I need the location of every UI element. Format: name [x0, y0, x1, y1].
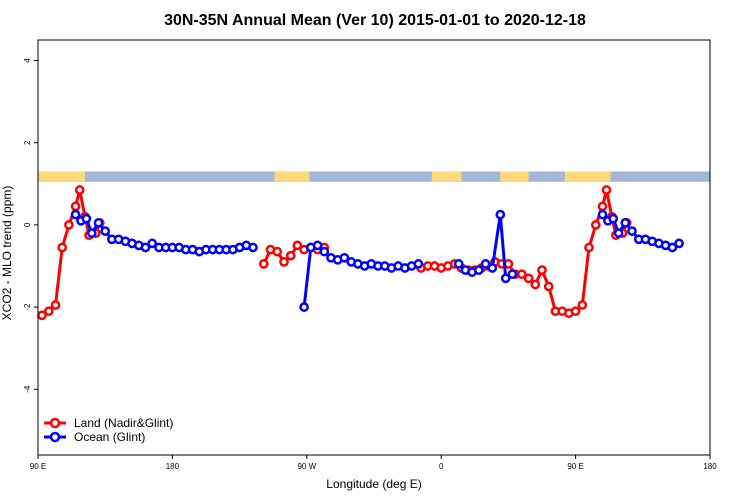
legend-label-ocean: Ocean (Glint)	[74, 430, 145, 444]
land-band-4	[564, 171, 611, 182]
point-land-14	[279, 257, 289, 267]
land-band-1	[274, 171, 310, 182]
point-ocean-66	[667, 242, 678, 253]
point-land-48	[597, 201, 608, 212]
chart-title: 30N-35N Annual Mean (Ver 10) 2015-01-01 …	[164, 12, 586, 29]
point-ocean-45	[413, 259, 424, 269]
point-ocean-31	[319, 246, 330, 257]
point-land-3	[57, 242, 68, 253]
point-ocean-27	[248, 242, 258, 253]
point-land-38	[530, 279, 541, 290]
point-ocean-58	[613, 228, 624, 238]
x-tick-label-3: 0	[439, 462, 444, 471]
point-land-15	[285, 250, 296, 261]
y-tick-label-2: 0	[23, 222, 32, 227]
series-layer	[37, 185, 684, 321]
point-land-16	[292, 240, 303, 251]
point-ocean-55	[597, 209, 608, 220]
y-tick-label-1: 2	[23, 140, 32, 145]
point-ocean-60	[627, 226, 637, 236]
point-land-2	[50, 300, 61, 310]
point-ocean-49	[473, 265, 484, 275]
point-ocean-34	[339, 252, 350, 263]
legend-label-land: Land (Nadir&Glint)	[74, 416, 173, 430]
series-ocean	[70, 209, 684, 312]
x-tick-label-5: 180	[703, 462, 717, 471]
ocean-band	[38, 171, 710, 182]
point-ocean-67	[674, 238, 684, 249]
point-land-4	[64, 220, 74, 230]
point-ocean-5	[100, 226, 111, 236]
point-ocean-3	[86, 228, 97, 238]
point-land-39	[537, 265, 547, 275]
point-ocean-4	[93, 217, 104, 228]
point-ocean-54	[507, 269, 518, 280]
point-ocean-59	[620, 217, 631, 228]
point-land-11	[258, 259, 269, 269]
x-tick-label-4: 90 E	[567, 462, 583, 471]
point-land-46	[584, 242, 594, 253]
y-tick-label-0: 4	[23, 58, 32, 63]
point-ocean-2	[81, 213, 92, 224]
point-ocean-53	[500, 273, 511, 284]
legend-marker-land	[49, 417, 61, 429]
point-ocean-46	[453, 259, 464, 269]
x-axis-label: Longitude (deg E)	[326, 477, 421, 491]
point-land-45	[577, 300, 588, 310]
y-tick-label-4: -4	[23, 385, 32, 393]
land-band-2	[431, 171, 462, 182]
point-land-44	[570, 306, 581, 317]
land-band-0	[38, 171, 86, 182]
point-land-36	[516, 269, 527, 280]
land-band-3	[500, 171, 529, 182]
x-tick-label-2: 90 W	[297, 462, 316, 471]
point-land-47	[590, 220, 601, 230]
series-line-land-2	[420, 188, 629, 315]
land-ocean-mask	[38, 171, 710, 182]
x-tick-label-1: 180	[166, 462, 180, 471]
legend: Land (Nadir&Glint) Ocean (Glint)	[44, 416, 173, 444]
point-ocean-51	[487, 263, 498, 273]
point-ocean-12	[147, 238, 158, 249]
axes: 90 E 180 90 W 0 90 E 180 4 2 0 -2 -4	[23, 58, 717, 471]
point-ocean-57	[608, 213, 619, 224]
point-ocean-0	[70, 209, 81, 220]
y-axis-label: XCO2 - MLO trend (ppm)	[0, 186, 14, 321]
point-ocean-28	[299, 302, 309, 312]
point-land-40	[543, 281, 554, 292]
point-ocean-50	[480, 259, 491, 269]
point-land-5	[70, 201, 81, 212]
legend-marker-ocean	[49, 431, 61, 443]
series-land	[37, 185, 632, 321]
point-land-6	[74, 185, 85, 195]
x-tick-label-0: 90 E	[30, 462, 46, 471]
point-land-1	[43, 306, 54, 317]
point-land-37	[523, 273, 534, 284]
y-tick-label-3: -2	[23, 303, 32, 311]
point-land-13	[272, 246, 283, 257]
series-line-land-0	[41, 188, 102, 317]
point-ocean-11	[140, 242, 151, 253]
point-land-49	[601, 185, 612, 195]
point-ocean-30	[312, 240, 323, 251]
plot-frame	[37, 39, 711, 456]
point-ocean-52	[495, 209, 506, 220]
